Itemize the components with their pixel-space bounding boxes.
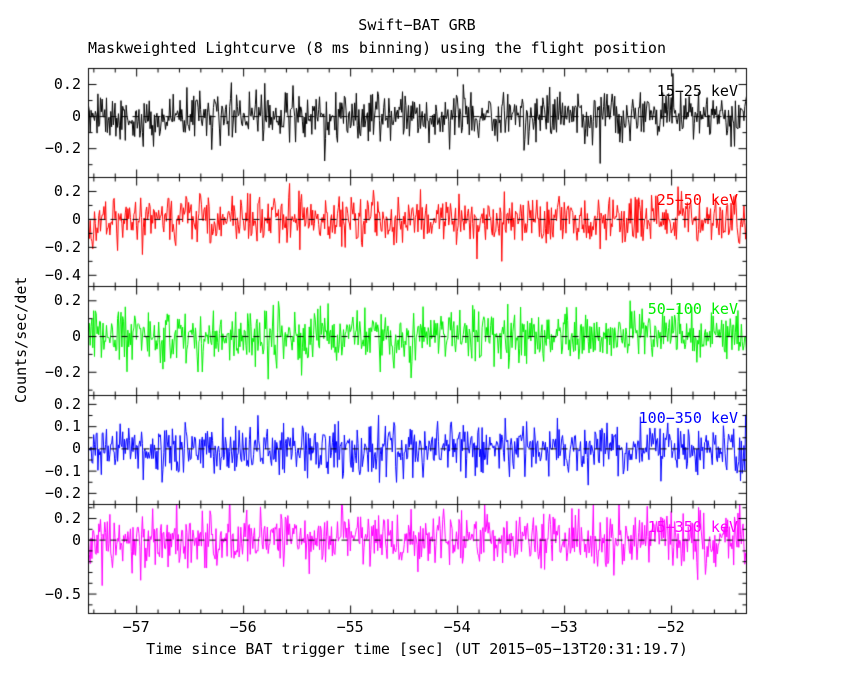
lightcurve-figure: Swift−BAT GRB Maskweighted Lightcurve (8… [0,0,850,680]
lightcurve-plot-canvas [0,0,850,680]
